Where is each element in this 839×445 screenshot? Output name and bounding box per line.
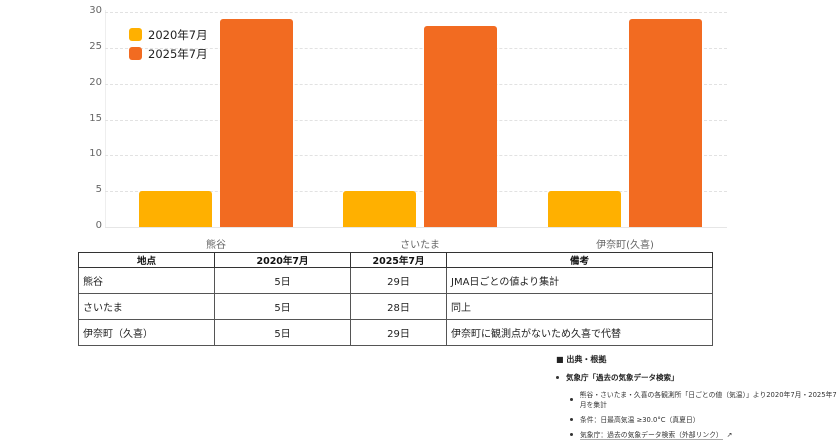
sources-heading: ■ 出典・根拠 [556, 355, 607, 364]
source-item-text: 条件：日最高気温 ≥30.0°C（真夏日） [580, 416, 700, 424]
gridline [105, 83, 727, 85]
sources-section: ■ 出典・根拠 気象庁「過去の気象データ検索」 熊谷・さいたま・久喜の各観測所「… [556, 354, 839, 445]
cell-2025: 29日 [350, 319, 447, 346]
bullet-icon [570, 397, 573, 401]
y-axis-line [105, 10, 106, 227]
source-item-link: 気象庁：過去の気象データ検索（外部リンク） ↗ [570, 429, 839, 440]
header-location: 地点 [78, 252, 215, 268]
bar-2025[interactable] [424, 26, 497, 227]
gridline [105, 47, 727, 49]
source-main-label: 気象庁「過去の気象データ検索」 [566, 373, 679, 382]
jma-data-search-link[interactable]: 気象庁：過去の気象データ検索（外部リンク） [580, 431, 723, 440]
legend-label: 2025年7月 [148, 46, 208, 61]
legend-swatch-2025 [129, 47, 142, 60]
table-row: さいたま 5日 28日 同上 [78, 293, 713, 320]
gridline [105, 12, 727, 13]
cell-2020: 5日 [214, 293, 351, 320]
legend-item-2020[interactable]: 2020年7月 [129, 25, 208, 44]
bar-chart: 0 5 10 15 20 25 30 熊谷 さいたま 伊奈町(久喜) 2020年7月 2025年… [89, 5, 727, 251]
y-tick-label: 30 [89, 5, 102, 16]
table-row: 伊奈町（久喜） 5日 29日 伊奈町に観測点がないため久喜で代替 [78, 319, 713, 346]
table-header-row: 地点 2020年7月 2025年7月 備考 [78, 252, 713, 268]
y-tick-label: 10 [89, 148, 102, 160]
x-category-label: 伊奈町(久喜) [596, 240, 654, 251]
y-tick-label: 25 [89, 40, 102, 52]
bullet-icon [570, 433, 573, 436]
y-tick-label: 15 [89, 112, 102, 124]
bullet-icon [570, 417, 573, 421]
gridline [105, 155, 727, 157]
external-link-icon: ↗ [726, 430, 733, 439]
source-main: 気象庁「過去の気象データ検索」 [556, 372, 839, 383]
legend-item-2025[interactable]: 2025年7月 [129, 44, 208, 63]
bar-2025[interactable] [220, 19, 293, 227]
source-item: 条件：日最高気温 ≥30.0°C（真夏日） [570, 414, 839, 424]
bar-2025[interactable] [629, 19, 702, 227]
source-item: 熊谷・さいたま・久喜の各観測所「日ごとの値（気温）」より2020年7月・2025… [570, 389, 839, 409]
cell-2020: 5日 [214, 319, 351, 346]
header-2025: 2025年7月 [350, 252, 447, 268]
x-category-label: 熊谷 [206, 240, 226, 251]
chart-legend: 2020年7月 2025年7月 [129, 25, 208, 63]
legend-label: 2020年7月 [148, 27, 208, 42]
cell-location: さいたま [78, 293, 215, 320]
y-tick-label: 20 [89, 76, 102, 88]
bar-2020[interactable] [139, 191, 212, 227]
header-2020: 2020年7月 [214, 252, 351, 268]
source-item-text: 熊谷・さいたま・久喜の各観測所「日ごとの値（気温）」より2020年7月・2025… [579, 391, 837, 409]
cell-notes: 同上 [446, 293, 713, 320]
bullet-icon [556, 376, 559, 379]
cell-2020: 5日 [214, 267, 351, 294]
bar-2020[interactable] [548, 191, 621, 227]
legend-swatch-2020 [129, 28, 142, 41]
gridline [105, 191, 727, 193]
summary-table: 地点 2020年7月 2025年7月 備考 熊谷 5日 29日 JMA日ごとの値… [78, 252, 713, 346]
cell-location: 熊谷 [78, 267, 215, 294]
cell-notes: JMA日ごとの値より集計 [446, 267, 713, 294]
cell-2025: 28日 [350, 293, 447, 320]
x-axis-line [105, 227, 727, 228]
gridline [105, 119, 727, 121]
header-notes: 備考 [446, 252, 713, 268]
cell-2025: 29日 [350, 267, 447, 294]
x-category-label: さいたま [400, 240, 440, 251]
table-row: 熊谷 5日 29日 JMA日ごとの値より集計 [78, 267, 713, 294]
cell-location: 伊奈町（久喜） [78, 319, 215, 346]
y-tick-label: 0 [95, 220, 102, 231]
cell-notes: 伊奈町に観測点がないため久喜で代替 [446, 319, 713, 346]
y-tick-label: 5 [95, 184, 102, 196]
bar-2020[interactable] [343, 191, 416, 227]
